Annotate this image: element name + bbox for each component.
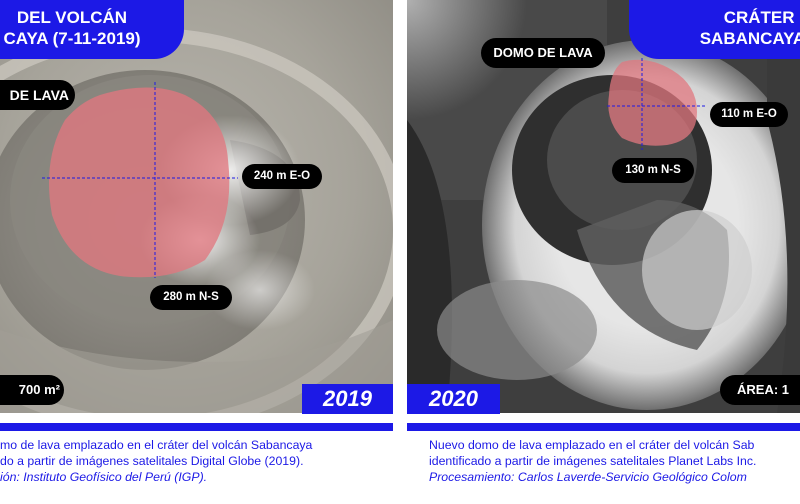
area-label-2020: ÁREA: 1 <box>720 375 800 405</box>
panel-divider <box>393 0 407 504</box>
panel-2020: CRÁTER DEL V SABANCAYA (16-1 DOMO DE LAV… <box>407 0 800 504</box>
dome-label-2019: DE LAVA <box>0 80 75 110</box>
dome-label-2020: DOMO DE LAVA <box>481 38 605 68</box>
caption-credit: Procesamiento: Carlos Laverde-Servicio G… <box>429 470 747 484</box>
year-badge-2020: 2020 <box>407 384 500 414</box>
caption-2019: mo de lava emplazado en el cráter del vo… <box>0 423 393 504</box>
eo-measurement-label-2019: 240 m E-O <box>242 164 322 189</box>
ns-measurement-label-2019: 280 m N-S <box>150 285 232 310</box>
satellite-image-2020 <box>407 0 800 413</box>
title-line-2: CAYA (7-11-2019) <box>3 29 141 48</box>
title-line-2: SABANCAYA (16-1 <box>699 29 800 48</box>
title-box-2019: DEL VOLCÁN CAYA (7-11-2019) <box>0 0 184 59</box>
caption-line-2: do a partir de imágenes satelitales Digi… <box>0 454 304 468</box>
title-line-1: DEL VOLCÁN <box>16 8 128 27</box>
caption-line-2: identificado a partir de imágenes sateli… <box>429 454 757 468</box>
eo-measurement-label-2020: 110 m E-O <box>710 102 788 127</box>
crater-image-2019 <box>0 0 393 413</box>
caption-line-1: Nuevo domo de lava emplazado en el cráte… <box>429 438 755 452</box>
caption-line-1: mo de lava emplazado en el cráter del vo… <box>0 438 313 452</box>
lava-dome-overlay-2019 <box>48 87 230 278</box>
year-badge-2019: 2019 <box>302 384 393 414</box>
lava-dome-overlay-2020 <box>608 59 697 146</box>
caption-credit: ión: Instituto Geofísico del Perú (IGP). <box>0 470 208 484</box>
panel-2019: DEL VOLCÁN CAYA (7-11-2019) DE LAVA 240 … <box>0 0 393 504</box>
title-line-1: CRÁTER DEL V <box>723 8 800 27</box>
satellite-image-2019 <box>0 0 393 413</box>
ns-measurement-label-2020: 130 m N-S <box>612 158 694 183</box>
title-box-2020: CRÁTER DEL V SABANCAYA (16-1 <box>629 0 800 59</box>
caption-2020: Nuevo domo de lava emplazado en el cráte… <box>407 423 800 504</box>
area-label-2019: 700 m² <box>0 375 64 405</box>
crater-image-2020 <box>407 0 800 413</box>
